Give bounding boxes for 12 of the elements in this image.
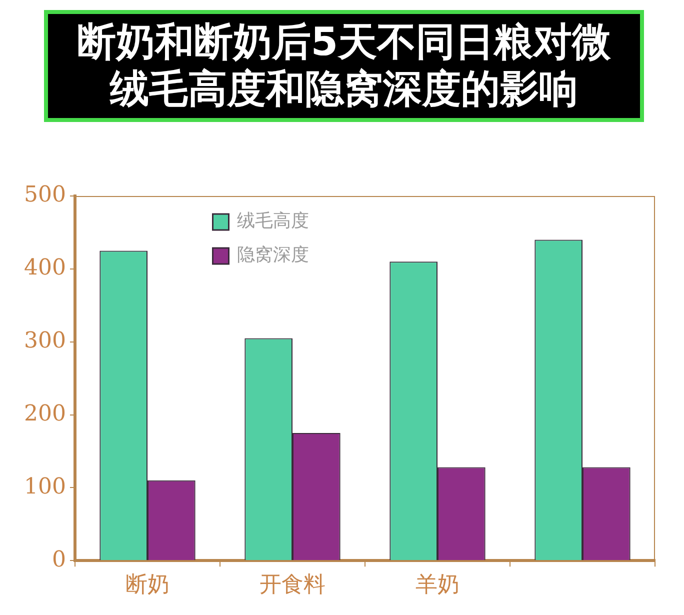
y-tick-label: 400 — [24, 256, 66, 281]
y-tick-label: 300 — [24, 328, 66, 354]
x-tick-label: 羊奶 — [416, 572, 460, 598]
legend-label: 隐窝深度 — [236, 244, 309, 266]
chart-title: 断奶和断奶后5天不同日粮对微绒毛高度和隐窝深度的影响 — [76, 19, 612, 113]
y-tick-label: 200 — [24, 401, 66, 426]
y-tick-label: 100 — [24, 474, 66, 500]
y-tick-label: 0 — [52, 547, 66, 572]
x-tick-label: 开食料 — [260, 572, 326, 598]
x-tick-label: 断奶 — [126, 572, 170, 598]
legend-label: 绒毛高度 — [236, 210, 309, 232]
y-tick-label: 500 — [24, 182, 66, 208]
